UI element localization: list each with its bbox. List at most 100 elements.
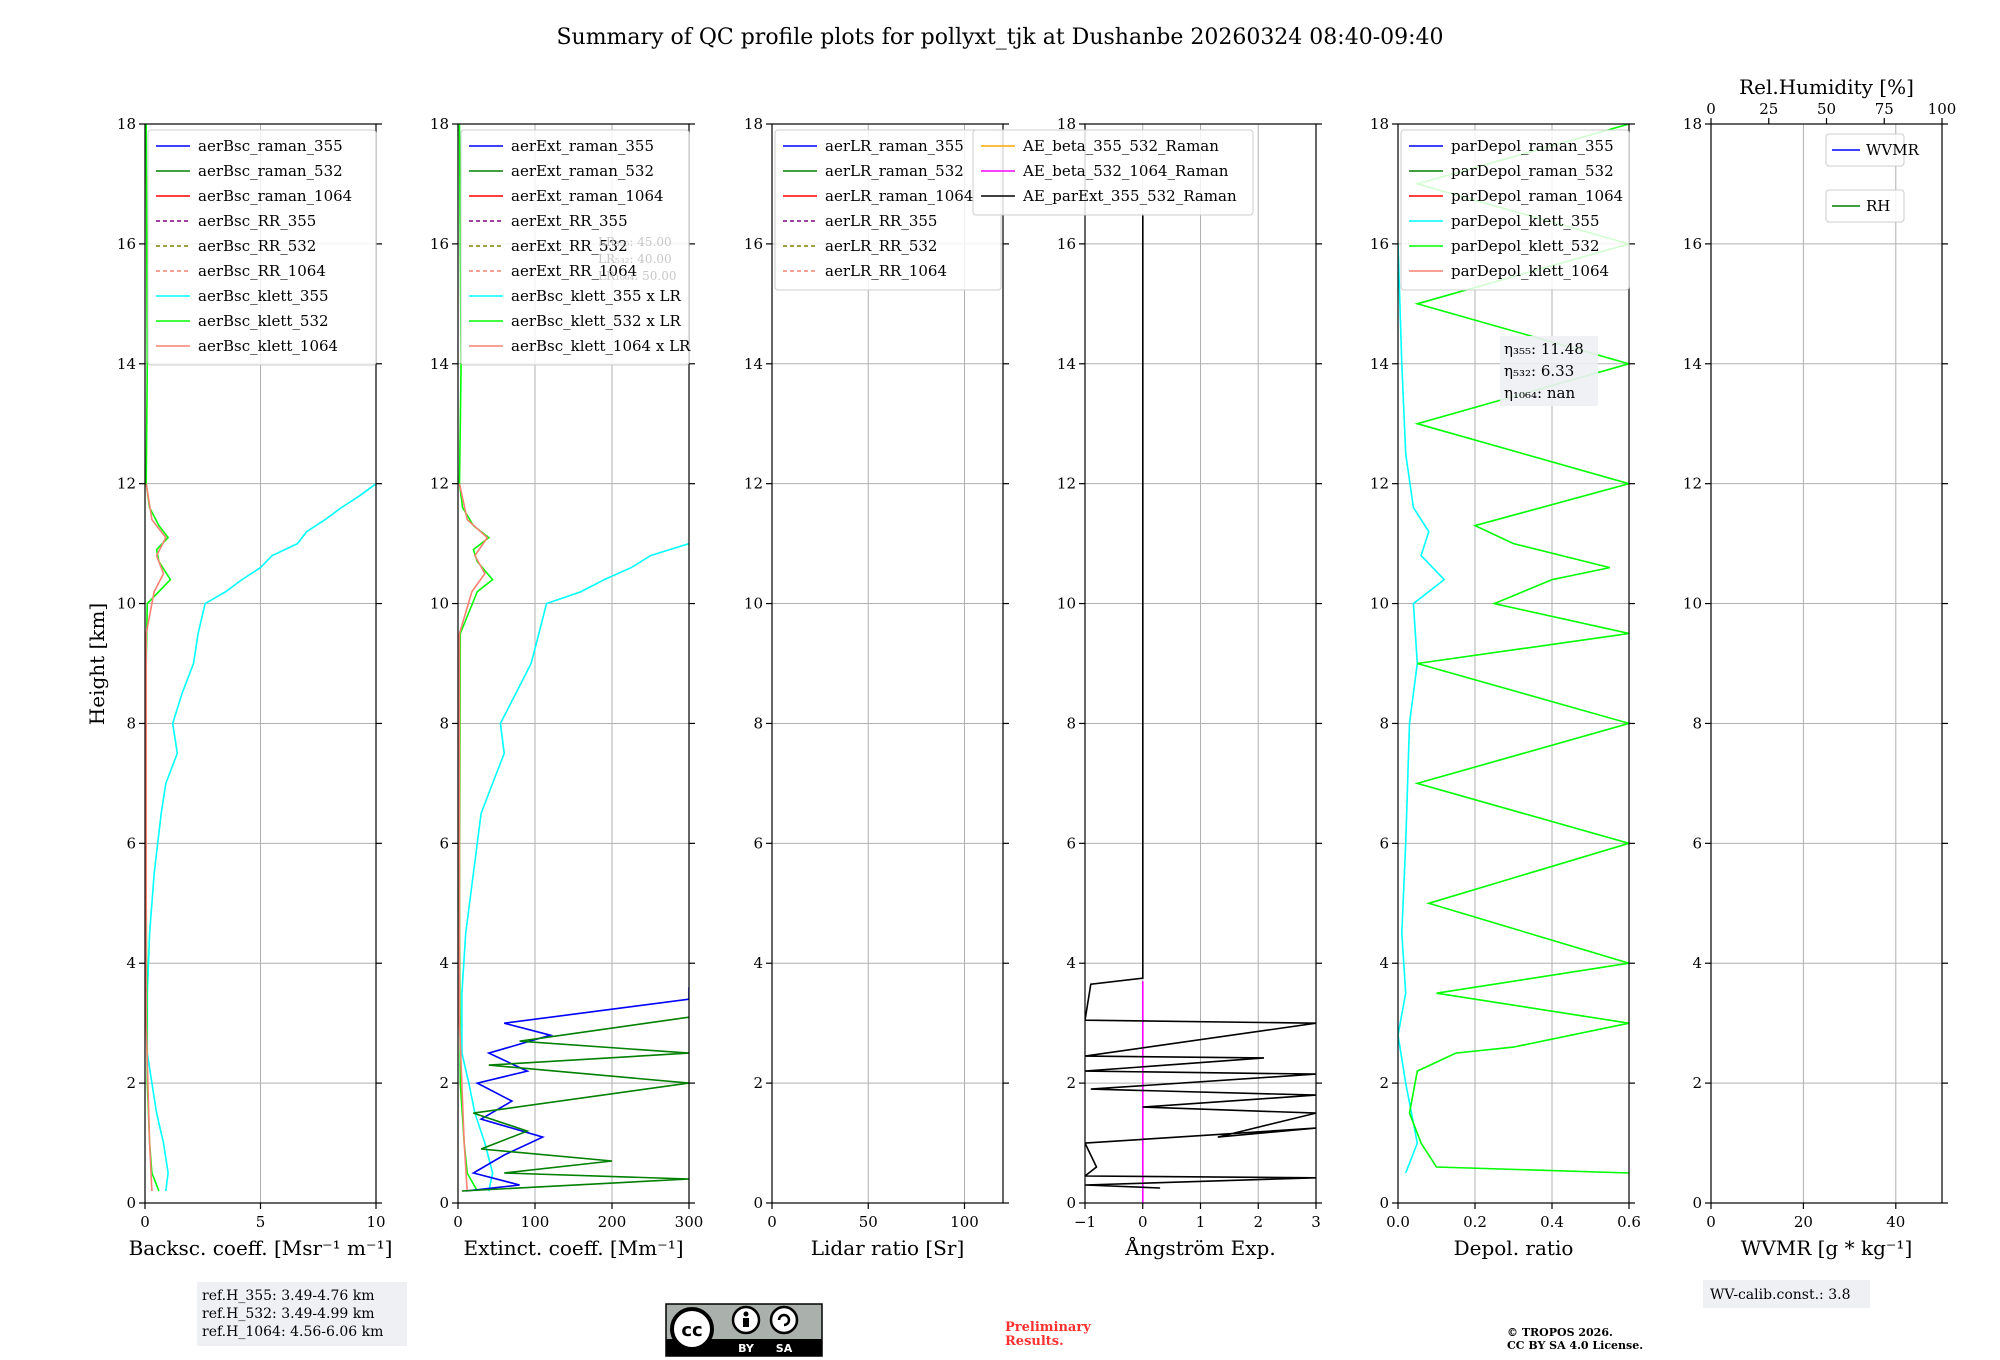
x-tick-label: 2	[1253, 1213, 1263, 1231]
eta-box	[1500, 336, 1598, 406]
x-axis-label: Ångström Exp.	[1124, 1235, 1275, 1260]
legend-label: aerExt_RR_355	[511, 212, 628, 230]
y-tick-label: 6	[1066, 834, 1076, 852]
legend-label: aerBsc_klett_1064	[198, 337, 338, 355]
y-tick-label: 12	[1370, 475, 1389, 493]
x-tick-label: 0.2	[1463, 1213, 1487, 1231]
y-tick-label: 6	[1379, 834, 1389, 852]
legend-ext: aerExt_raman_355 aerExt_raman_532 aerExt_r…	[460, 129, 691, 366]
y-tick-label: 14	[1683, 355, 1702, 373]
series-aerBsc_klett_355	[146, 483, 376, 1192]
legend-label: RH	[1866, 197, 1890, 215]
y-tick-label: 0	[1379, 1194, 1389, 1212]
top-x-tick-label: 50	[1817, 100, 1836, 118]
panel-bsc: 0 2 4 6 8 10 12 14 16 18 0 5 10 Backsc. coeff. [Msr⁻¹…	[117, 115, 392, 1260]
x-tick-label: 0	[453, 1213, 463, 1231]
y-tick-label: 16	[744, 235, 763, 253]
panel-lr: 0 2 4 6 8 10 12 14 16 18 0 50 100 Lidar ratio [Sr] aer…	[744, 115, 1009, 1260]
y-tick-label: 14	[117, 355, 136, 373]
legend-label: aerBsc_RR_355	[198, 212, 316, 230]
y-tick-label: 2	[753, 1074, 763, 1092]
legend-label: parDepol_raman_532	[1451, 162, 1614, 180]
y-tick-label: 8	[753, 714, 763, 732]
x-axis-label: Extinct. coeff. [Mm⁻¹]	[463, 1236, 683, 1260]
y-tick-label: 10	[1683, 595, 1702, 613]
plot-frame	[771, 123, 1004, 1204]
y-tick-label: 0	[439, 1194, 449, 1212]
y-tick-label: 14	[1370, 355, 1389, 373]
y-tick-label: 8	[1692, 714, 1702, 732]
lr-note: LR₃₅₅: 45.00	[598, 235, 672, 249]
legend-label: aerBsc_raman_355	[198, 137, 343, 155]
ref-height-532: ref.H_532: 3.49-4.99 km	[202, 1306, 375, 1322]
x-tick-label: 10	[366, 1213, 385, 1231]
y-tick-label: 0	[1692, 1194, 1702, 1212]
ref-height-1064: ref.H_1064: 4.56-6.06 km	[202, 1324, 383, 1340]
y-tick-label: 14	[430, 355, 449, 373]
copyright-line1: © TROPOS 2026.	[1507, 1326, 1613, 1339]
preliminary-line1: Preliminary	[1005, 1320, 1091, 1335]
legend-depol: parDepol_raman_355 parDepol_raman_532 parD…	[1400, 129, 1630, 291]
legend-label: parDepol_raman_1064	[1451, 187, 1623, 205]
x-tick-label: −1	[1074, 1213, 1096, 1231]
y-tick-label: 18	[117, 115, 136, 133]
series-aerExt_raman_355	[465, 987, 689, 1192]
y-tick-label: 8	[126, 714, 136, 732]
eta-note: η₁₀₆₄: nan	[1504, 384, 1575, 402]
legend-label: aerExt_raman_355	[511, 137, 654, 155]
y-tick-label: 0	[1066, 1194, 1076, 1212]
series-aerBsc_klett_1064	[145, 483, 167, 1192]
legend-label: aerLR_RR_355	[825, 212, 937, 230]
legend-label: aerLR_raman_532	[825, 162, 964, 180]
top-x-tick-label: 0	[1706, 100, 1716, 118]
y-tick-label: 10	[744, 595, 763, 613]
x-tick-label: 100	[521, 1213, 550, 1231]
y-tick-label: 16	[1057, 235, 1076, 253]
legend-label: aerBsc_klett_355 x LR	[511, 287, 682, 305]
y-tick-label: 12	[117, 475, 136, 493]
legend-label: aerLR_raman_1064	[825, 187, 973, 205]
x-tick-label: 0	[767, 1213, 777, 1231]
y-tick-label: 12	[1057, 475, 1076, 493]
x-tick-label: 20	[1794, 1213, 1813, 1231]
x-tick-label: 0.4	[1540, 1213, 1564, 1231]
chart-title: Summary of QC profile plots for pollyxt_…	[556, 25, 1443, 50]
x-tick-label: 1	[1196, 1213, 1206, 1231]
y-tick-label: 14	[1057, 355, 1076, 373]
top-x-axis-label: Rel.Humidity [%]	[1739, 75, 1914, 99]
eta-note: η₅₃₂: 6.33	[1504, 362, 1574, 380]
x-tick-label: 0.0	[1386, 1213, 1410, 1231]
legend-WVMR: WVMR	[1825, 133, 1920, 167]
legend-label: AE_beta_532_1064_Raman	[1022, 162, 1229, 180]
legend-label: aerBsc_klett_1064 x LR	[511, 337, 691, 355]
legend-label: aerLR_RR_532	[825, 237, 937, 255]
y-tick-label: 18	[1370, 115, 1389, 133]
y-tick-label: 12	[430, 475, 449, 493]
y-tick-label: 2	[439, 1074, 449, 1092]
y-tick-label: 6	[1692, 834, 1702, 852]
x-axis-label: Lidar ratio [Sr]	[811, 1236, 965, 1260]
ref-height-355: ref.H_355: 3.49-4.76 km	[202, 1288, 375, 1304]
legend-label: aerBsc_RR_532	[198, 237, 316, 255]
legend-box	[1400, 129, 1630, 291]
legend-label: parDepol_klett_1064	[1451, 262, 1609, 280]
share-alike-icon	[769, 1305, 799, 1335]
y-tick-label: 10	[1057, 595, 1076, 613]
x-tick-label: 300	[675, 1213, 704, 1231]
y-tick-label: 6	[126, 834, 136, 852]
x-tick-label: 5	[256, 1213, 266, 1231]
wv-calib-const: WV-calib.const.: 3.8	[1710, 1287, 1850, 1303]
y-tick-label: 8	[1379, 714, 1389, 732]
lr-note: LR₅₃₂: 40.00	[598, 252, 672, 266]
eta-note: η₃₅₅: 11.48	[1504, 340, 1584, 358]
y-tick-label: 0	[126, 1194, 136, 1212]
y-tick-label: 4	[439, 954, 449, 972]
x-tick-label: 50	[859, 1213, 878, 1231]
top-x-tick-label: 75	[1875, 100, 1894, 118]
series-aerExt_raman_532	[461, 1016, 689, 1192]
legend-label: aerLR_raman_355	[825, 137, 964, 155]
y-tick-label: 18	[1683, 115, 1702, 133]
y-tick-label: 10	[117, 595, 136, 613]
